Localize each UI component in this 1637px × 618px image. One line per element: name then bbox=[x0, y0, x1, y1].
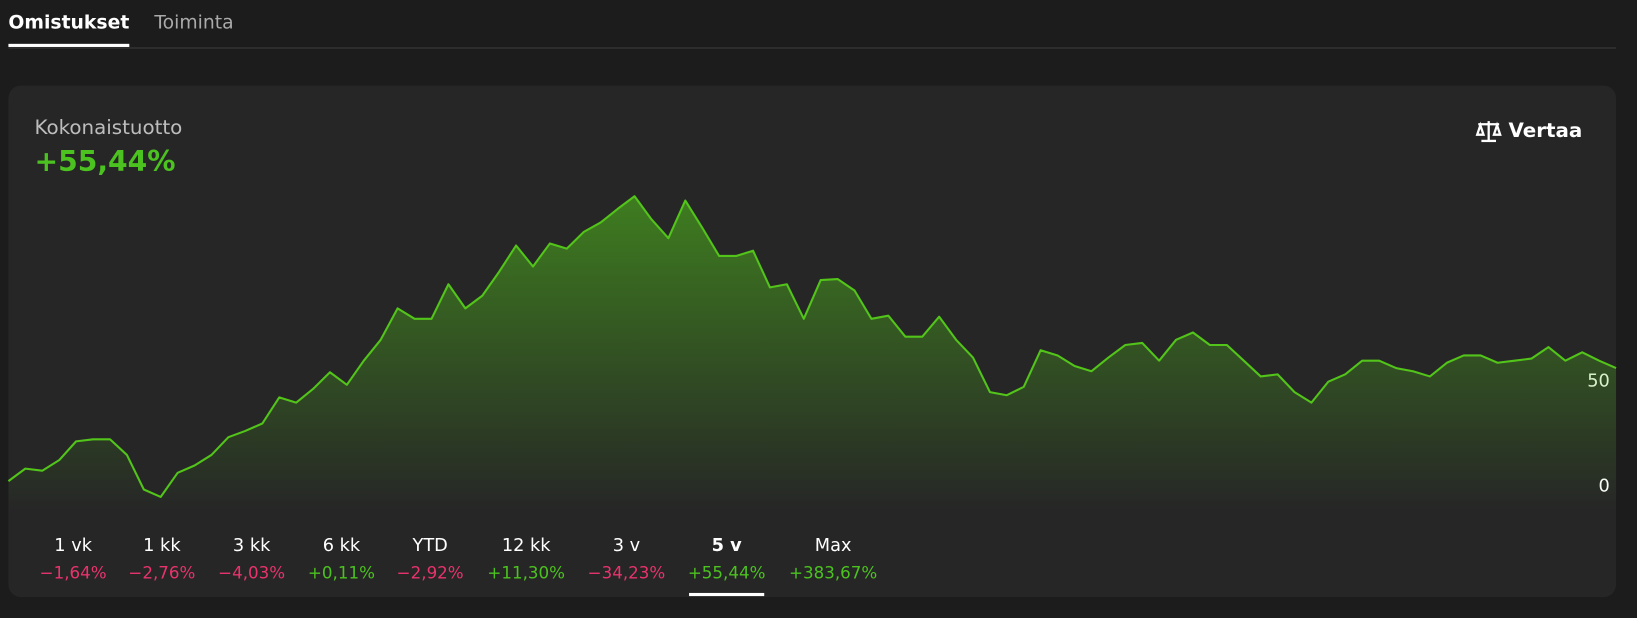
period-change: +383,67% bbox=[789, 563, 877, 583]
period-change: −34,23% bbox=[588, 563, 666, 583]
period-label: 3 kk bbox=[233, 536, 271, 556]
period-button[interactable]: 12 kk +11,30% bbox=[487, 536, 565, 583]
period-button[interactable]: 1 vk −1,64% bbox=[40, 536, 107, 583]
period-change: +0,11% bbox=[308, 563, 375, 583]
tab[interactable]: Toiminta bbox=[153, 12, 233, 33]
period-button[interactable]: 5 v +55,44% bbox=[688, 536, 766, 597]
period-label: 3 v bbox=[613, 536, 640, 556]
period-label: 5 v bbox=[712, 536, 743, 556]
period-indicator bbox=[689, 592, 765, 597]
period-change: −2,76% bbox=[128, 563, 195, 583]
card-title: Kokonaistuotto bbox=[35, 116, 183, 139]
period-change: −2,92% bbox=[397, 563, 464, 583]
tab-indicator bbox=[8, 43, 130, 47]
period-button[interactable]: 3 kk −4,03% bbox=[218, 536, 285, 583]
compare-label: Vertaa bbox=[1509, 119, 1583, 142]
period-change: −4,03% bbox=[218, 563, 285, 583]
period-label: 1 vk bbox=[54, 536, 92, 556]
period-button[interactable]: 6 kk +0,11% bbox=[308, 536, 375, 583]
period-label: 6 kk bbox=[323, 536, 361, 556]
scale-icon bbox=[1475, 121, 1502, 143]
tab[interactable]: Omistukset bbox=[8, 12, 129, 33]
compare-button[interactable]: Vertaa bbox=[1475, 119, 1583, 143]
period-selector: 1 vk −1,64% 1 kk −2,76% 3 kk −4,03% 6 kk +0,11%… bbox=[40, 536, 877, 597]
total-return: +55,44% bbox=[35, 145, 176, 178]
period-label: 12 kk bbox=[502, 536, 551, 556]
period-label: Max bbox=[815, 536, 852, 556]
chart: 050 bbox=[7, 195, 1617, 512]
line bbox=[7, 195, 1617, 498]
period-label: YTD bbox=[411, 536, 447, 556]
period-button[interactable]: 1 kk −2,76% bbox=[128, 536, 195, 583]
tab-bar: Omistukset Toiminta bbox=[8, 12, 234, 47]
period-button[interactable]: 3 v −34,23% bbox=[588, 536, 666, 583]
period-label: 1 kk bbox=[143, 536, 181, 556]
period-change: −1,64% bbox=[40, 563, 107, 583]
period-button[interactable]: Max +383,67% bbox=[789, 536, 877, 583]
period-change: +55,44% bbox=[688, 563, 766, 583]
area-fill bbox=[8, 196, 1617, 512]
period-button[interactable]: YTD −2,92% bbox=[397, 536, 464, 583]
period-change: +11,30% bbox=[487, 563, 565, 583]
